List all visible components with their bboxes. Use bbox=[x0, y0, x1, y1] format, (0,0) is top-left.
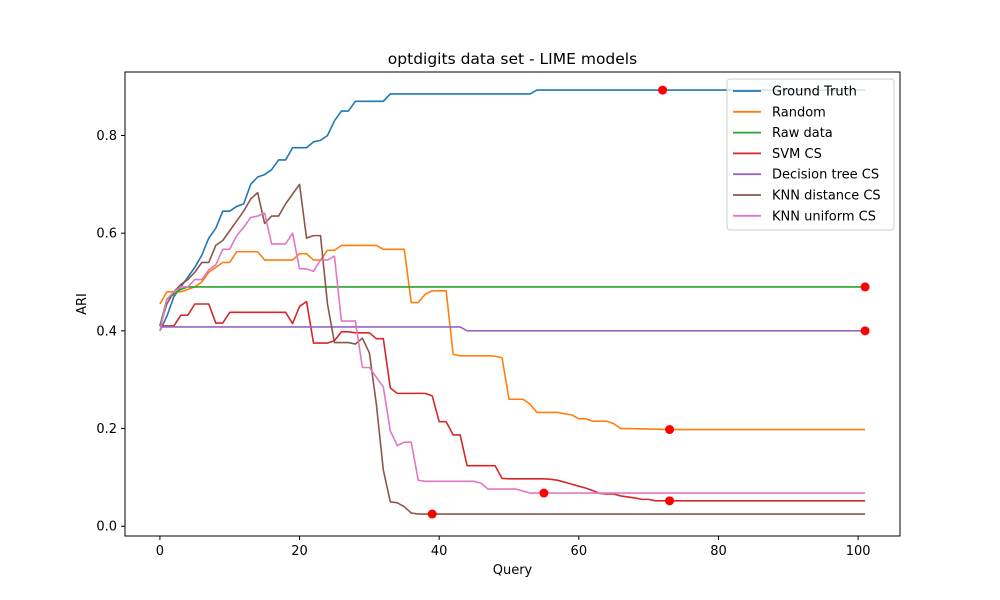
series-line-knn-uniform-cs bbox=[159, 212, 866, 494]
plot-area-frame bbox=[124, 71, 901, 537]
end-marker-random bbox=[665, 425, 675, 435]
legend-box bbox=[726, 78, 895, 231]
x-axis: 0 20 40 60 80 100 bbox=[156, 536, 871, 559]
x-tick-label: 40 bbox=[431, 544, 448, 559]
series-line-ground-truth bbox=[159, 89, 866, 332]
series-line-decision-tree-cs bbox=[159, 326, 866, 332]
legend-label: KNN distance CS bbox=[772, 189, 881, 204]
y-tick-label: 0.2 bbox=[96, 422, 117, 437]
end-marker-ground-truth bbox=[658, 85, 668, 95]
y-tick-label: 0.6 bbox=[96, 227, 117, 242]
end-marker-svm-cs bbox=[665, 496, 675, 506]
x-tick-label: 60 bbox=[571, 544, 588, 559]
marker-layer bbox=[427, 85, 870, 519]
legend-label: Decision tree CS bbox=[772, 168, 879, 183]
legend-label: Ground Truth bbox=[772, 85, 857, 100]
y-axis-label: ARI bbox=[75, 293, 90, 315]
end-marker-knn-uniform-cs bbox=[539, 488, 549, 498]
series-line-svm-cs bbox=[159, 300, 866, 502]
y-axis: 0.0 0.2 0.4 0.6 0.8 bbox=[96, 129, 125, 535]
chart-title: optdigits data set - LIME models bbox=[388, 50, 637, 68]
legend-label: SVM CS bbox=[772, 147, 822, 162]
y-tick-label: 0.0 bbox=[96, 520, 117, 535]
x-axis-label: Query bbox=[493, 563, 533, 578]
series-line-knn-distance-cs bbox=[159, 183, 866, 515]
legend-label: KNN uniform CS bbox=[772, 209, 876, 224]
x-tick-label: 20 bbox=[291, 544, 308, 559]
end-marker-knn-distance-cs bbox=[427, 509, 437, 519]
legend: Ground Truth Random Raw data SVM CS Decision… bbox=[726, 78, 895, 231]
x-tick-label: 80 bbox=[710, 544, 727, 559]
x-tick-label: 100 bbox=[846, 544, 871, 559]
series-line-random bbox=[159, 244, 866, 431]
y-tick-label: 0.4 bbox=[96, 324, 117, 339]
legend-label: Raw data bbox=[772, 126, 833, 141]
x-tick-label: 0 bbox=[156, 544, 164, 559]
legend-label: Random bbox=[772, 105, 826, 120]
series-layer bbox=[159, 89, 866, 515]
end-marker-raw-data bbox=[860, 282, 870, 292]
y-tick-label: 0.8 bbox=[96, 129, 117, 144]
end-marker-decision-tree-cs bbox=[860, 326, 870, 336]
